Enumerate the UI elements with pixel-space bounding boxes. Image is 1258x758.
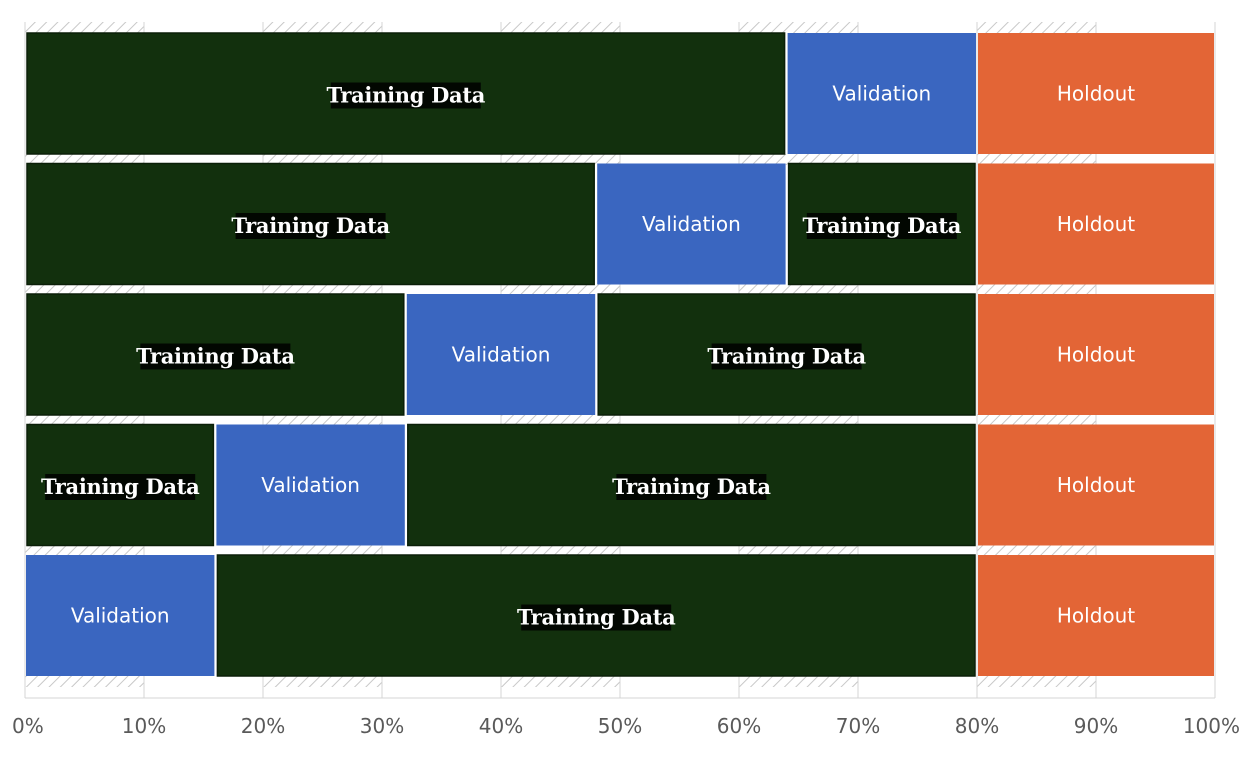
x-tick-label: 10% bbox=[122, 714, 166, 738]
hatch-band-2-0 bbox=[25, 284, 144, 295]
x-tick-label: 80% bbox=[955, 714, 999, 738]
x-tick-label: 90% bbox=[1074, 714, 1118, 738]
hatch-band-5-1 bbox=[263, 676, 382, 687]
segment-holdout-r5-s3 bbox=[978, 555, 1214, 676]
hatch-band-0-1 bbox=[263, 22, 382, 33]
training-label-box bbox=[45, 474, 196, 500]
x-tick-label: 50% bbox=[598, 714, 642, 738]
hatch-band-1-2 bbox=[501, 154, 620, 165]
segment-validation-r3-s2 bbox=[406, 294, 596, 415]
holdout-label: Holdout bbox=[1057, 473, 1135, 497]
training-label: Training Data bbox=[517, 605, 676, 630]
segment-validation-r5-s1 bbox=[26, 555, 215, 676]
holdout-label: Holdout bbox=[1057, 343, 1135, 367]
hatch-band-0-3 bbox=[739, 22, 858, 33]
x-axis: 0% 10% 20% 30% 40% 50% 60% 70% 80% 90% 100% bbox=[12, 714, 1240, 738]
x-tick-label: 20% bbox=[241, 714, 285, 738]
hatch-band-3-0 bbox=[25, 414, 144, 425]
segment-holdout-r3-s4 bbox=[978, 294, 1214, 415]
hatch-band-3-4 bbox=[977, 414, 1096, 425]
holdout-label: Holdout bbox=[1057, 604, 1135, 628]
training-label: Training Data bbox=[612, 474, 771, 499]
segment-holdout-r2-s4 bbox=[978, 163, 1214, 285]
validation-label: Validation bbox=[832, 82, 931, 106]
training-label-box bbox=[521, 604, 672, 631]
hatch-band-0-0 bbox=[25, 22, 144, 33]
x-tick-label: 70% bbox=[836, 714, 880, 738]
training-label-box bbox=[616, 474, 767, 500]
segment-holdout-r1-s3 bbox=[978, 33, 1214, 154]
x-tick-label: 30% bbox=[360, 714, 404, 738]
hatch-band-4-0 bbox=[25, 544, 144, 555]
training-label-box bbox=[330, 82, 481, 109]
hatch-band-5-0 bbox=[25, 676, 144, 687]
training-label: Training Data bbox=[136, 344, 295, 369]
hatch-background bbox=[25, 22, 1096, 687]
fold-row-1: Training Data Validation Holdout bbox=[26, 32, 1214, 155]
x-tick-label: 40% bbox=[479, 714, 523, 738]
fold-row-2: Training Data Validation Training Data Hold… bbox=[26, 162, 1214, 286]
hatch-band-5-2 bbox=[501, 676, 620, 687]
hatch-band-1-4 bbox=[977, 154, 1096, 165]
x-tick-label: 60% bbox=[717, 714, 761, 738]
hatch-band-3-1 bbox=[263, 414, 382, 425]
hatch-band-5-4 bbox=[977, 676, 1096, 687]
hatch-band-2-2 bbox=[501, 284, 620, 295]
x-tick-label: 100% bbox=[1183, 714, 1240, 738]
hatch-band-1-1 bbox=[263, 154, 382, 165]
hatch-band-3-2 bbox=[501, 414, 620, 425]
segment-validation-r2-s2 bbox=[597, 163, 786, 285]
segment-holdout-r4-s4 bbox=[978, 424, 1214, 546]
training-label-box bbox=[140, 343, 291, 370]
hatch-band-0-4 bbox=[977, 22, 1096, 33]
hatch-band-4-4 bbox=[977, 544, 1096, 555]
segment-validation-r1-s2 bbox=[787, 33, 976, 154]
training-label-box bbox=[711, 343, 862, 370]
training-label: Training Data bbox=[327, 83, 486, 108]
training-label: Training Data bbox=[41, 474, 200, 499]
fold-row-3: Training Data Validation Training Data Hold… bbox=[26, 293, 1214, 416]
training-label-box bbox=[235, 213, 386, 239]
segment-validation-r4-s2 bbox=[216, 424, 405, 546]
hatch-band-0-2 bbox=[501, 22, 620, 33]
training-label-box bbox=[806, 213, 957, 239]
training-label: Training Data bbox=[707, 344, 866, 369]
x-tick-label: 0% bbox=[12, 714, 44, 738]
hatch-band-3-3 bbox=[739, 414, 858, 425]
training-label: Training Data bbox=[803, 213, 962, 238]
validation-label: Validation bbox=[452, 343, 551, 367]
validation-label: Validation bbox=[642, 212, 741, 236]
training-label: Training Data bbox=[231, 213, 390, 238]
hatch-band-4-2 bbox=[501, 544, 620, 555]
hatch-band-2-3 bbox=[739, 284, 858, 295]
hatch-band-1-0 bbox=[25, 154, 144, 165]
holdout-label: Holdout bbox=[1057, 212, 1135, 236]
hatch-band-1-3 bbox=[739, 154, 858, 165]
hatch-band-2-1 bbox=[263, 284, 382, 295]
hatch-band-2-4 bbox=[977, 284, 1096, 295]
validation-label: Validation bbox=[71, 604, 170, 628]
validation-label: Validation bbox=[261, 473, 360, 497]
hatch-band-4-1 bbox=[263, 544, 382, 555]
fold-row-5: Validation Training Data Holdout bbox=[26, 554, 1214, 677]
hatch-band-5-3 bbox=[739, 676, 858, 687]
holdout-label: Holdout bbox=[1057, 82, 1135, 106]
hatch-band-4-3 bbox=[739, 544, 858, 555]
fold-row-4: Training Data Validation Training Data Hold… bbox=[26, 423, 1214, 547]
